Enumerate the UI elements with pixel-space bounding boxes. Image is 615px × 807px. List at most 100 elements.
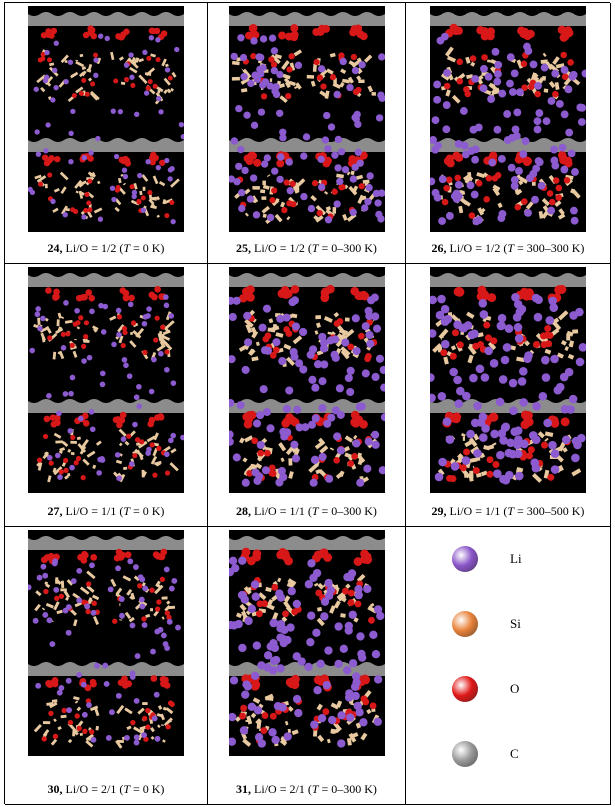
lithium-atom (43, 74, 50, 80)
lithium-atom (96, 470, 102, 476)
lithium-atom (234, 104, 242, 113)
si-bond (465, 56, 471, 64)
oxygen-atom (555, 184, 563, 192)
lithium-atom (249, 37, 258, 45)
lithium-atom (430, 177, 436, 186)
si-bond (70, 345, 77, 351)
lithium-atom (81, 155, 88, 161)
si-bond (118, 335, 124, 344)
si-bond (537, 431, 546, 439)
oxygen-atom (477, 341, 485, 349)
si-bond (335, 173, 344, 179)
lithium-atom (319, 344, 328, 353)
lithium-atom (166, 618, 173, 625)
lithium-atom (565, 128, 574, 137)
lithium-atom (473, 449, 482, 458)
lithium-atom (541, 373, 551, 382)
oxygen-atom (360, 674, 369, 684)
lithium-atom (258, 81, 266, 89)
lithium-atom (550, 449, 560, 459)
si-bond (341, 78, 350, 84)
panel-temperature: = 0 K) (130, 504, 165, 518)
si-bond (280, 616, 287, 623)
lithium-atom (40, 315, 46, 322)
legend-label: Si (510, 616, 521, 631)
lithium-atom (577, 118, 586, 126)
si-bond (163, 77, 171, 86)
lithium-atom (513, 323, 523, 332)
si-bond (557, 213, 566, 220)
si-bond (240, 77, 250, 85)
si-bond (90, 90, 100, 101)
oxygen-atom (88, 729, 95, 735)
si-bond (119, 453, 123, 457)
si-bond (544, 431, 554, 437)
lithium-atom (93, 57, 99, 63)
lithium-atom (142, 49, 148, 56)
lithium-atom (65, 677, 72, 684)
lithium-atom (262, 304, 271, 313)
si-bond (152, 196, 157, 200)
lithium-atom (560, 165, 569, 174)
panel-caption: 31, Li/O = 2/1 (T = 0–300 K) (208, 782, 405, 797)
lithium-atom (168, 313, 175, 319)
si-bond (316, 607, 322, 612)
si-bond (571, 188, 581, 199)
si-bond (89, 171, 96, 178)
oxygen-atom (136, 198, 142, 204)
oxygen-atom (153, 27, 161, 35)
si-bond (40, 86, 46, 93)
si-bond (238, 437, 245, 444)
oxygen-atom (160, 548, 168, 556)
si-bond (516, 356, 525, 363)
oxygen-atom (81, 77, 87, 83)
si-bond (135, 57, 140, 63)
si-bond (128, 616, 135, 623)
si-bond (333, 600, 341, 609)
oxygen-atom (112, 618, 118, 624)
lithium-atom (350, 113, 359, 122)
si-bond (82, 458, 90, 466)
oxygen-atom (45, 31, 52, 39)
lithium-atom (158, 350, 164, 357)
lithium-atom (114, 452, 121, 458)
panel-number: 25, (236, 241, 252, 255)
lithium-atom (267, 728, 277, 737)
lithium-atom (284, 386, 293, 395)
lithium-atom (353, 585, 363, 594)
lithium-atom (441, 339, 450, 349)
si-bond (365, 708, 371, 715)
si-bond (122, 182, 126, 186)
lithium-atom (292, 405, 301, 414)
lithium-atom (436, 36, 445, 45)
si-bond (53, 432, 62, 439)
oxygen-atom (346, 460, 354, 467)
oxygen-atom (40, 556, 48, 564)
lithium-atom (263, 651, 272, 660)
lithium-atom (154, 735, 161, 742)
lithium-atom (371, 372, 380, 382)
si-bond (488, 444, 495, 450)
si-bond (281, 73, 291, 80)
lithium-atom (129, 74, 135, 80)
lithium-atom (474, 123, 483, 132)
si-bond (369, 602, 374, 608)
si-bond (349, 170, 355, 176)
si-bond (352, 434, 357, 440)
oxygen-atom (149, 442, 155, 448)
oxygen-atom (352, 88, 359, 96)
oxygen-atom (463, 86, 470, 93)
si-bond (312, 215, 320, 222)
oxygen-atom (40, 56, 46, 62)
lithium-atom (479, 433, 488, 442)
lithium-atom (581, 69, 586, 78)
si-bond (58, 350, 65, 360)
si-bond (450, 314, 459, 322)
oxygen-atom (122, 329, 128, 336)
lithium-atom (364, 437, 373, 446)
si-bond (344, 583, 351, 589)
lithium-atom (132, 421, 138, 428)
si-bond (96, 57, 102, 65)
oxygen-atom (284, 93, 291, 100)
oxygen-atom (491, 175, 499, 182)
